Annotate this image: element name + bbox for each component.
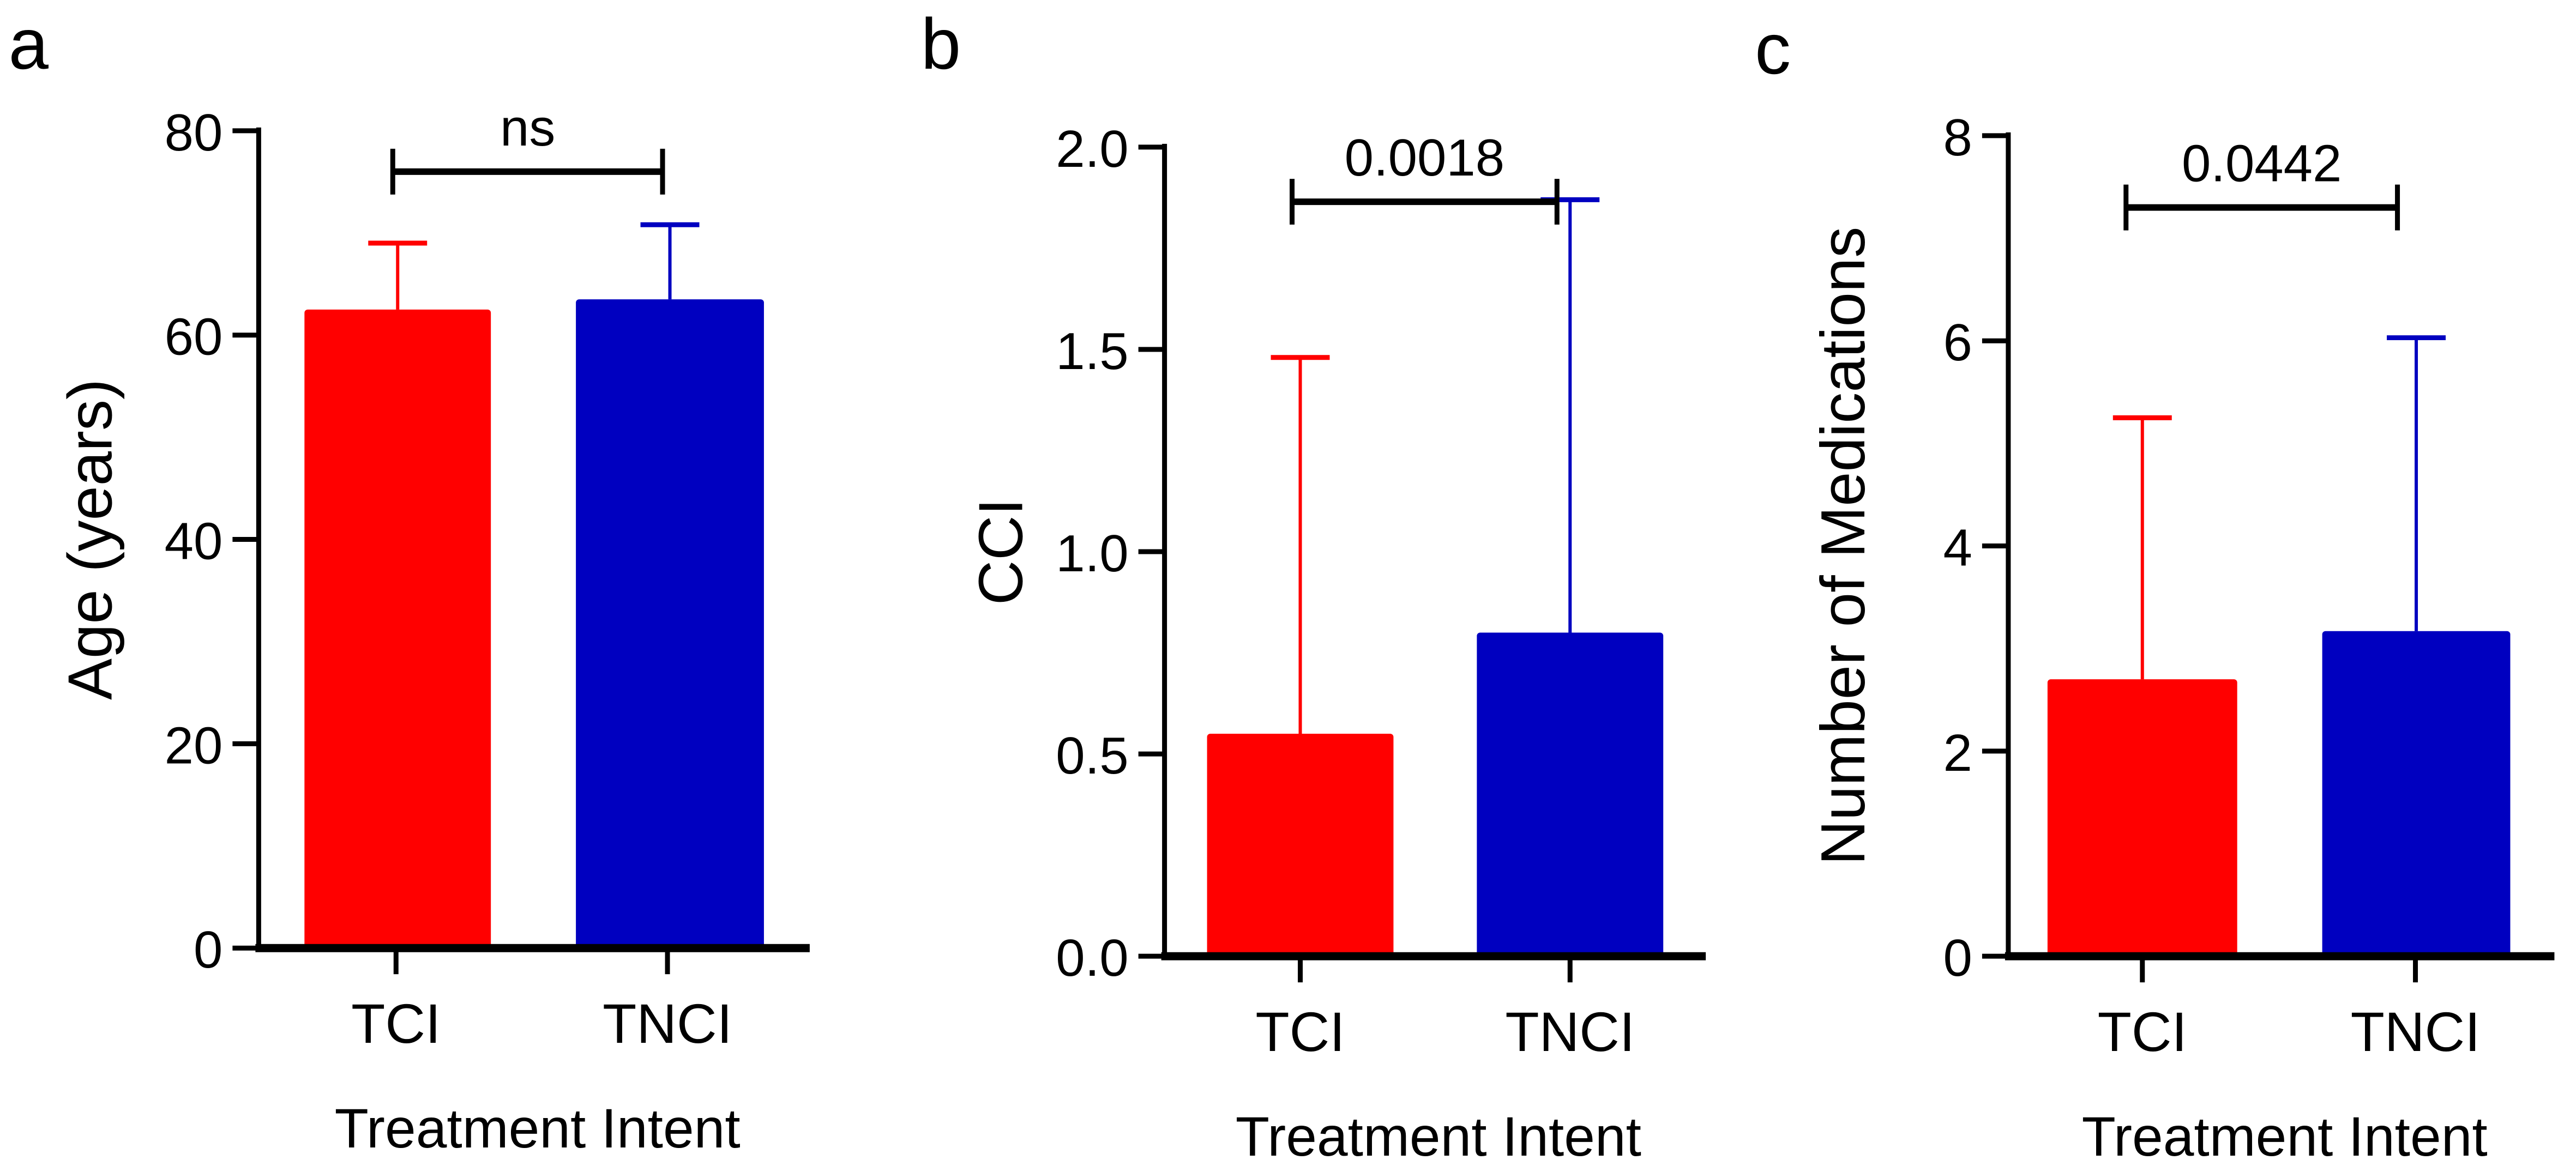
y-tick-label: 1.5	[1056, 322, 1128, 380]
bar-tci	[304, 309, 491, 949]
y-tick-label: 1.0	[1056, 524, 1128, 583]
significance-label: ns	[500, 99, 555, 157]
y-tick-label: 0.0	[1056, 929, 1128, 987]
significance-label: 0.0018	[1345, 129, 1504, 187]
y-tick-label: 20	[165, 716, 223, 775]
significance-label: 0.0442	[2182, 135, 2342, 193]
y-axis-label: CCI	[967, 498, 1036, 605]
y-tick-label: 80	[165, 104, 223, 162]
panel-label: c	[1755, 9, 1791, 89]
x-tick-label: TCI	[1255, 1001, 1345, 1063]
y-tick-label: 0.5	[1056, 727, 1128, 785]
bar-tnci	[576, 299, 764, 949]
y-tick-label: 6	[1943, 313, 1972, 372]
y-axis-label: Age (years)	[56, 379, 125, 700]
x-tick-label: TCI	[2098, 1001, 2187, 1063]
x-tick-label: TNCI	[603, 993, 732, 1055]
y-tick-label: 60	[165, 308, 223, 366]
y-tick-label: 2.0	[1056, 120, 1128, 178]
y-tick-label: 2	[1943, 724, 1972, 782]
bar-tci	[1207, 733, 1394, 957]
y-tick-label: 0	[1943, 929, 1972, 987]
y-tick-label: 8	[1943, 108, 1972, 167]
x-tick-label: TNCI	[2351, 1001, 2481, 1063]
y-tick-label: 0	[194, 921, 222, 979]
x-axis-label: Treatment Intent	[1236, 1105, 1641, 1168]
y-tick-label: 4	[1943, 519, 1972, 577]
x-tick-label: TCI	[351, 993, 441, 1055]
bar-tnci	[1477, 632, 1664, 957]
bar-tci	[2047, 679, 2237, 957]
panel-label: b	[921, 4, 961, 84]
x-axis-label: Treatment Intent	[335, 1097, 741, 1159]
bar-tnci	[2322, 631, 2511, 957]
y-tick-label: 40	[165, 512, 223, 571]
x-axis-label: Treatment Intent	[2082, 1105, 2488, 1168]
panel-label: a	[9, 4, 49, 84]
y-axis-label: Number of Medications	[1809, 227, 1878, 866]
x-tick-label: TNCI	[1505, 1001, 1635, 1063]
